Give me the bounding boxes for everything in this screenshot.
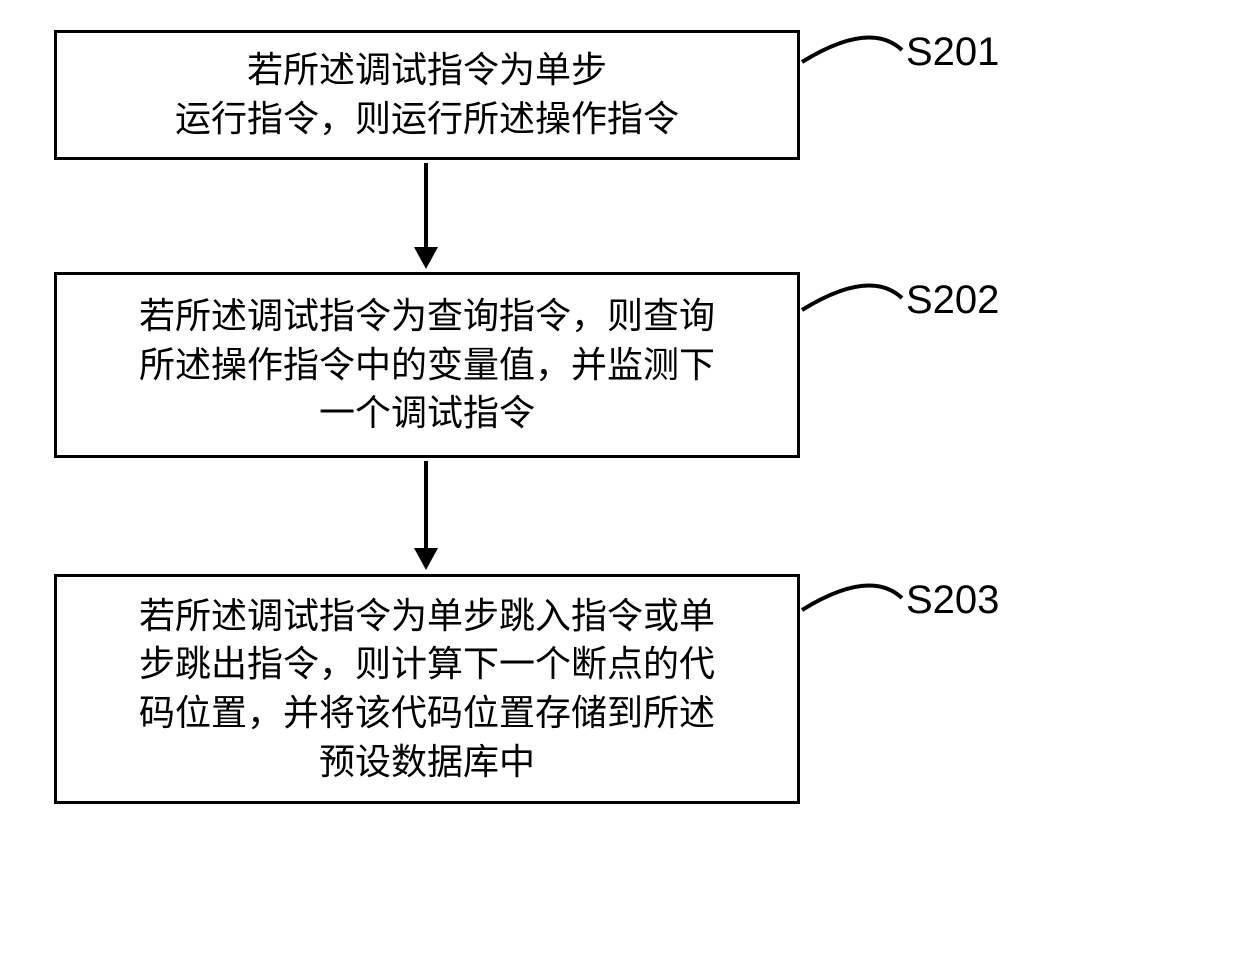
flow-node-s203: 若所述调试指令为单步跳入指令或单步跳出指令，则计算下一个断点的代码位置，并将该代…: [54, 574, 800, 804]
step-label-s203: S203: [906, 578, 999, 623]
node-text: 若所述调试指令为单步运行指令，则运行所述操作指令: [175, 46, 679, 143]
step-label-s202: S202: [906, 278, 999, 323]
node-text: 若所述调试指令为查询指令，则查询所述操作指令中的变量值，并监测下一个调试指令: [139, 292, 715, 438]
flow-node-s201: 若所述调试指令为单步运行指令，则运行所述操作指令: [54, 30, 800, 160]
node-text: 若所述调试指令为单步跳入指令或单步跳出指令，则计算下一个断点的代码位置，并将该代…: [139, 592, 715, 786]
flow-node-s202: 若所述调试指令为查询指令，则查询所述操作指令中的变量值，并监测下一个调试指令: [54, 272, 800, 458]
flowchart-canvas: 若所述调试指令为单步运行指令，则运行所述操作指令 S201 若所述调试指令为查询…: [0, 0, 1240, 960]
step-label-s201: S201: [906, 30, 999, 75]
